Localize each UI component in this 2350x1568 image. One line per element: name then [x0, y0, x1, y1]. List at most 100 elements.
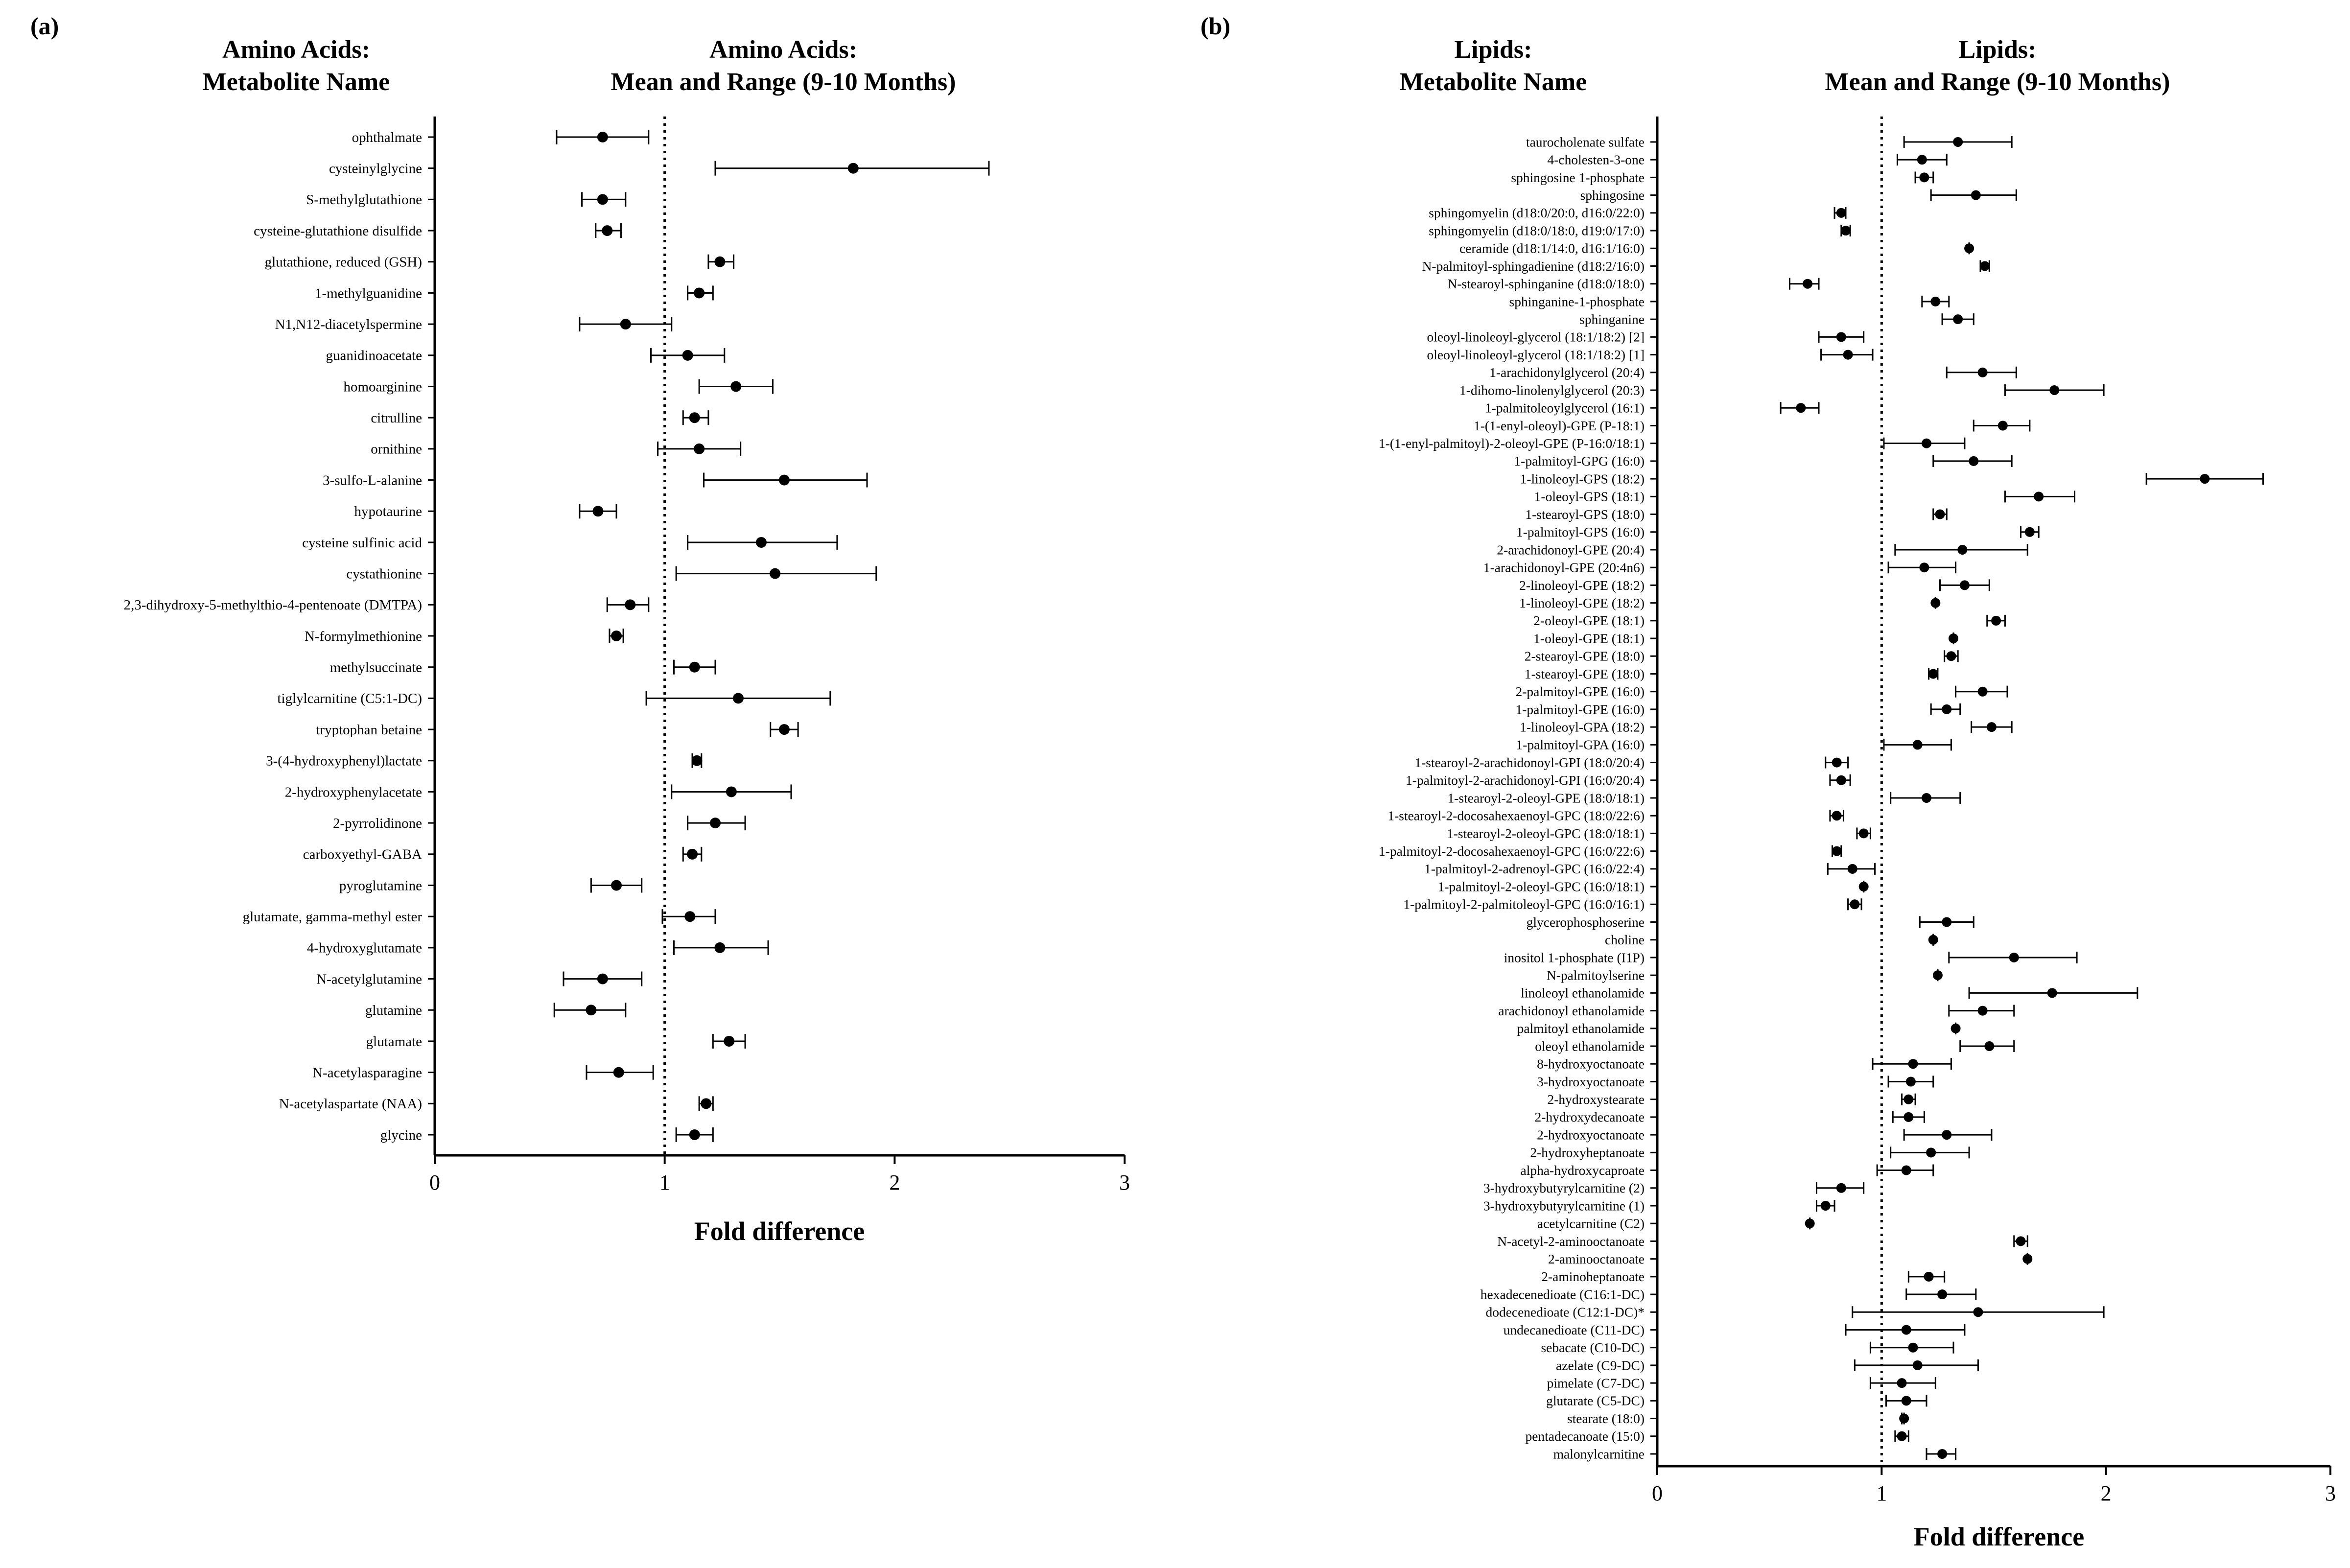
- category-label: hypotaurine: [354, 504, 422, 519]
- mean-point: [1928, 935, 1938, 945]
- category-label: sphingomyelin (d18:0/20:0, d16:0/22:0): [1429, 205, 1645, 220]
- mean-point: [1843, 350, 1853, 360]
- mean-point: [1908, 1059, 1918, 1069]
- category-label: palmitoyl ethanolamide: [1517, 1021, 1645, 1036]
- category-label: sphingomyelin (d18:0/18:0, d19:0/17:0): [1429, 223, 1645, 238]
- category-label: taurocholenate sulfate: [1526, 134, 1645, 149]
- mean-point: [2200, 474, 2210, 484]
- category-label: 2-pyrrolidinone: [333, 816, 422, 831]
- category-label: 1-(1-enyl-palmitoyl)-2-oleoyl-GPE (P-16:…: [1379, 436, 1645, 451]
- mean-point: [778, 724, 790, 735]
- mean-point: [1803, 279, 1813, 289]
- category-label: 2-hydroxystearate: [1547, 1092, 1645, 1107]
- mean-point: [1942, 704, 1952, 714]
- mean-point: [620, 319, 631, 330]
- category-label: 1-palmitoyl-2-docosahexaenoyl-GPC (16:0/…: [1379, 843, 1645, 859]
- category-label: 1-stearoyl-2-oleoyl-GPE (18:0/18:1): [1448, 790, 1645, 805]
- category-label: N-acetylasparagine: [312, 1065, 422, 1080]
- panel-a-names-header-line1: Amino Acids:: [222, 36, 370, 64]
- category-label: azelate (C9-DC): [1556, 1357, 1645, 1373]
- mean-point: [1959, 580, 1970, 590]
- category-label: 2-hydroxyoctanoate: [1537, 1127, 1645, 1142]
- category-label: glutamate, gamma-methyl ester: [243, 909, 423, 925]
- mean-point: [2024, 527, 2035, 537]
- mean-point: [1841, 226, 1851, 236]
- category-label: 1-palmitoyl-2-arachidonoyl-GPI (16:0/20:…: [1406, 772, 1645, 788]
- category-label: stearate (18:0): [1567, 1411, 1645, 1426]
- category-label: 1-linoleoyl-GPE (18:2): [1519, 595, 1645, 610]
- x-tick-label: 2: [2101, 1481, 2112, 1505]
- mean-point: [1836, 1183, 1846, 1193]
- mean-point: [2034, 491, 2044, 502]
- panel-a-names-header-line2: Metabolite Name: [203, 68, 390, 96]
- category-label: N-stearoyl-sphinganine (d18:0/18:0): [1448, 276, 1645, 291]
- mean-point: [1922, 438, 1931, 448]
- panel-b-mean-header-line1: Lipids:: [1959, 36, 2037, 64]
- mean-point: [1901, 1325, 1911, 1335]
- category-label: citrulline: [371, 410, 422, 426]
- panel-b-plot: taurocholenate sulfate 4-cholesten-3-one s…: [1379, 117, 2336, 1505]
- category-label: pyroglutamine: [339, 878, 422, 893]
- category-label: 1-stearoyl-2-oleoyl-GPC (18:0/18:1): [1447, 826, 1645, 841]
- x-tick-label: 1: [1876, 1481, 1887, 1505]
- mean-point: [1946, 651, 1956, 661]
- mean-point: [689, 1129, 700, 1140]
- category-label: arachidonoyl ethanolamide: [1498, 1003, 1645, 1018]
- category-label: choline: [1605, 932, 1645, 947]
- mean-point: [755, 537, 767, 548]
- x-tick-label: 3: [2325, 1481, 2336, 1505]
- category-label: oleoyl-linoleoyl-glycerol (18:1/18:2) [2…: [1427, 329, 1645, 345]
- mean-point: [724, 1035, 735, 1047]
- category-label: 3-hydroxyoctanoate: [1537, 1074, 1645, 1089]
- category-label: 2-hydroxyphenylacetate: [285, 784, 422, 800]
- mean-point: [1971, 190, 1981, 200]
- mean-point: [1957, 544, 1968, 555]
- mean-point: [1905, 1077, 1916, 1087]
- category-label: tiglylcarnitine (C5:1-DC): [277, 691, 422, 706]
- mean-point: [770, 568, 781, 579]
- category-label: glutamate: [366, 1034, 422, 1050]
- mean-point: [684, 911, 696, 922]
- category-label: 1-arachidonylglycerol (20:4): [1489, 365, 1645, 380]
- mean-point: [597, 132, 608, 142]
- category-label: 1-stearoyl-2-docosahexaenoyl-GPC (18:0/2…: [1387, 808, 1645, 823]
- panel-a-mean-header-line1: Amino Acids:: [709, 36, 857, 64]
- mean-point: [694, 287, 705, 299]
- mean-point: [847, 163, 859, 174]
- mean-point: [1908, 1342, 1918, 1353]
- mean-point: [1984, 1041, 1995, 1052]
- mean-point: [714, 942, 726, 953]
- category-label: 2-arachidonoyl-GPE (20:4): [1497, 542, 1645, 557]
- category-label: N-formylmethionine: [305, 629, 422, 644]
- mean-point: [682, 350, 693, 361]
- category-label: glutamine: [365, 1003, 422, 1018]
- category-label: 1-(1-enyl-oleoyl)-GPE (P-18:1): [1474, 418, 1645, 433]
- mean-point: [687, 848, 698, 860]
- category-label: 2-aminooctanoate: [1548, 1251, 1645, 1266]
- category-label: 3-hydroxybutyrylcarnitine (1): [1483, 1198, 1645, 1213]
- panel-b-names-header-line2: Metabolite Name: [1400, 68, 1587, 96]
- category-label: 1-methylguanidine: [315, 285, 422, 301]
- mean-point: [1919, 562, 1929, 573]
- category-label: N-acetylaspartate (NAA): [279, 1096, 422, 1112]
- category-label: N-palmitoylserine: [1547, 968, 1645, 983]
- mean-point: [1932, 970, 1943, 981]
- mean-point: [1836, 775, 1846, 785]
- mean-point: [1937, 1449, 1948, 1459]
- category-label: 1-oleoyl-GPE (18:1): [1533, 631, 1645, 646]
- mean-point: [1977, 367, 1988, 377]
- category-label: undecanedioate (C11-DC): [1504, 1322, 1645, 1337]
- x-tick-label: 3: [1119, 1170, 1130, 1194]
- category-label: ophthalmate: [352, 130, 422, 145]
- category-label: pimelate (C7-DC): [1547, 1375, 1645, 1390]
- category-label: 1-palmitoyl-GPE (16:0): [1515, 702, 1645, 717]
- category-label: malonylcarnitine: [1553, 1446, 1645, 1461]
- mean-point: [1832, 846, 1842, 856]
- mean-point: [1901, 1165, 1911, 1175]
- mean-point: [1969, 456, 1979, 466]
- mean-point: [1991, 615, 2001, 626]
- mean-point: [1897, 1431, 1907, 1441]
- mean-point: [778, 474, 790, 486]
- panel-b-names-header-line1: Lipids:: [1455, 36, 1532, 64]
